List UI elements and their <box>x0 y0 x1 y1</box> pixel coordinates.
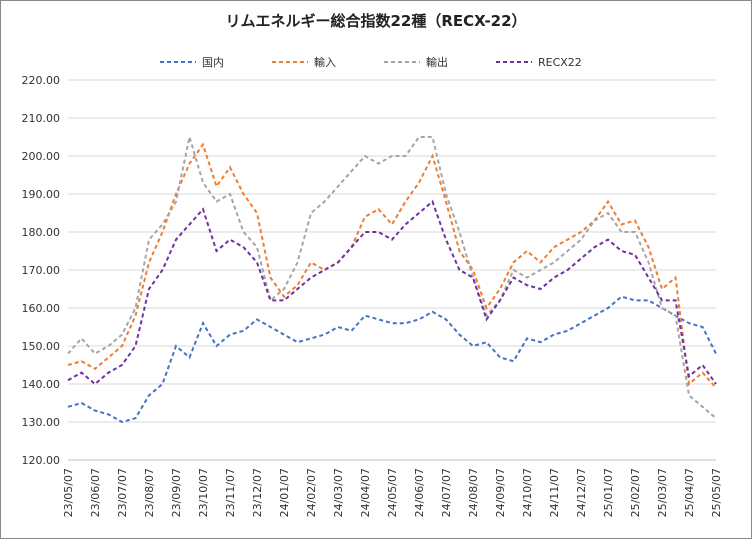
x-tick-label: 25/03/07 <box>656 468 669 517</box>
x-tick-label: 24/07/07 <box>440 468 453 517</box>
y-tick-label: 210.00 <box>22 112 61 125</box>
x-tick-label: 23/08/07 <box>143 468 156 517</box>
x-tick-label: 24/04/07 <box>359 468 372 517</box>
x-tick-label: 25/02/07 <box>629 468 642 517</box>
x-tick-label: 24/11/07 <box>548 468 561 517</box>
x-tick-label: 25/01/07 <box>602 468 615 517</box>
series-line <box>67 295 717 424</box>
y-tick-label: 120.00 <box>22 454 61 467</box>
y-tick-label: 180.00 <box>22 226 61 239</box>
x-tick-label: 23/09/07 <box>170 468 183 517</box>
x-tick-label: 24/03/07 <box>332 468 345 517</box>
x-tick-label: 24/12/07 <box>575 468 588 517</box>
x-tick-label: 24/09/07 <box>494 468 507 517</box>
x-tick-label: 23/06/07 <box>89 468 102 517</box>
y-tick-label: 140.00 <box>22 378 61 391</box>
x-tick-label: 24/01/07 <box>278 468 291 517</box>
legend-label: 輸出 <box>426 55 448 69</box>
y-tick-label: 200.00 <box>22 150 61 163</box>
x-tick-label: 24/10/07 <box>521 468 534 517</box>
x-tick-label: 25/04/07 <box>683 468 696 517</box>
x-tick-label: 24/08/07 <box>467 468 480 517</box>
y-tick-label: 130.00 <box>22 416 61 429</box>
x-tick-label: 24/05/07 <box>386 468 399 517</box>
series-line <box>67 142 717 389</box>
x-tick-label: 23/11/07 <box>224 468 237 517</box>
y-tick-label: 170.00 <box>22 264 61 277</box>
y-tick-label: 190.00 <box>22 188 61 201</box>
x-tick-label: 24/02/07 <box>305 468 318 517</box>
legend-label: 輸入 <box>314 55 336 69</box>
x-tick-label: 23/10/07 <box>197 468 210 517</box>
x-tick-label: 23/12/07 <box>251 468 264 517</box>
x-tick-label: 25/05/07 <box>710 468 723 517</box>
legend-label: 国内 <box>202 55 224 69</box>
x-tick-label: 23/05/07 <box>62 468 75 517</box>
x-tick-label: 23/07/07 <box>116 468 129 517</box>
chart-title: リムエネルギー総合指数22種（RECX-22） <box>225 12 526 30</box>
series-line <box>67 199 717 386</box>
x-tick-label: 24/06/07 <box>413 468 426 517</box>
y-tick-label: 150.00 <box>22 340 61 353</box>
legend-label: RECX22 <box>538 56 582 69</box>
series-line <box>67 136 717 419</box>
y-tick-label: 220.00 <box>22 74 61 87</box>
y-tick-label: 160.00 <box>22 302 61 315</box>
